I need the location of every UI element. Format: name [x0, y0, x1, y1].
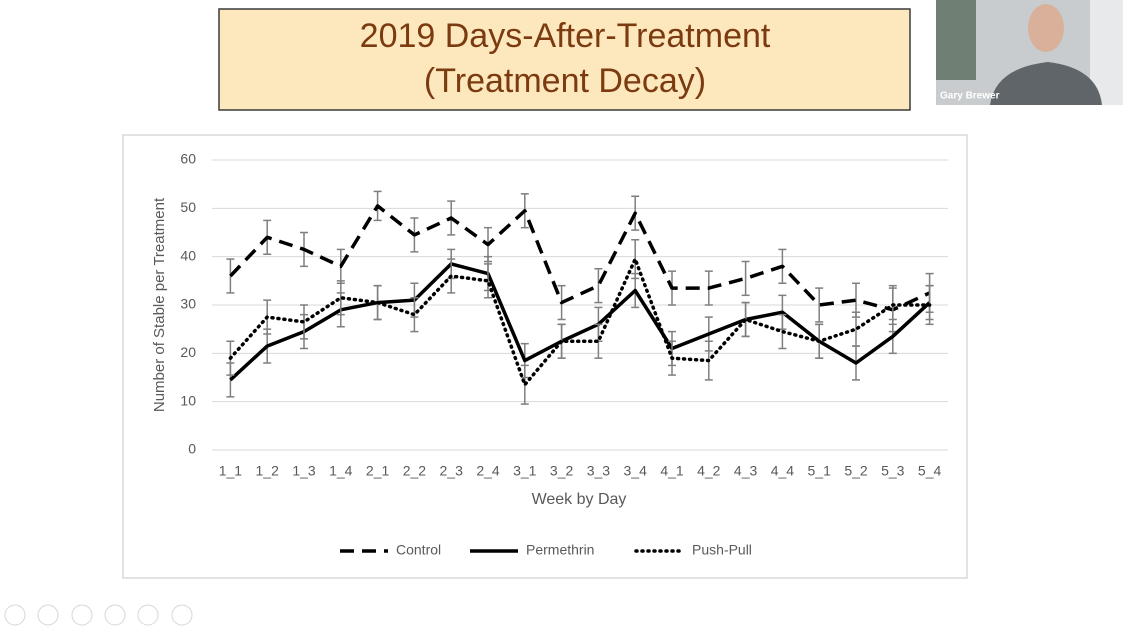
x-tick-label: 1_4 — [329, 463, 353, 479]
x-tick-label: 5_4 — [918, 463, 942, 479]
error-bar — [815, 287, 824, 323]
y-tick-label: 40 — [180, 247, 196, 263]
x-tick-label: 4_1 — [660, 463, 684, 479]
toolbar-button[interactable] — [37, 604, 59, 626]
x-tick-label: 5_1 — [808, 463, 832, 479]
x-tick-label: 1_3 — [292, 463, 316, 479]
x-tick-label: 5_3 — [881, 463, 905, 479]
x-tick-label: 4_4 — [771, 463, 795, 479]
webcam-person — [990, 62, 1102, 105]
legend-label: Permethrin — [526, 542, 594, 558]
error-bar — [852, 311, 860, 347]
series-line — [229, 262, 931, 382]
x-tick-label: 4_3 — [734, 463, 758, 479]
toolbar-button[interactable] — [71, 604, 93, 626]
x-tick-label: 1_2 — [256, 463, 280, 479]
x-tick-label: 3_4 — [624, 463, 648, 479]
y-tick-label: 60 — [180, 151, 196, 167]
series-line — [228, 257, 932, 387]
toolbar-button[interactable] — [137, 604, 159, 626]
x-tick-label: 2_4 — [476, 463, 500, 479]
toolbar — [4, 604, 193, 626]
y-tick-label: 20 — [180, 344, 196, 360]
y-axis-label: Number of Stable per Treatment — [151, 197, 168, 412]
x-tick-label: 1_1 — [219, 463, 243, 479]
x-tick-label: 5_2 — [844, 463, 868, 479]
title-box — [218, 8, 911, 111]
error-bar — [741, 260, 750, 297]
chart-subtitle: (Treatment Decay) — [424, 62, 706, 100]
toolbar-button[interactable] — [4, 604, 26, 626]
toolbar-button[interactable] — [104, 604, 126, 626]
series-line — [229, 204, 931, 312]
webcam-window — [936, 0, 976, 80]
x-tick-label: 3_3 — [587, 463, 611, 479]
x-tick-label: 2_2 — [403, 463, 427, 479]
y-tick-label: 10 — [180, 392, 196, 408]
x-tick-label: 2_1 — [366, 463, 390, 479]
x-tick-label: 3_2 — [550, 463, 574, 479]
legend-label: Control — [396, 542, 441, 558]
y-tick-label: 30 — [180, 296, 196, 312]
y-tick-label: 50 — [180, 199, 196, 215]
x-tick-label: 4_2 — [697, 463, 721, 479]
x-axis-label: Week by Day — [532, 491, 627, 508]
chart-title: 2019 Days-After-Treatment — [360, 17, 771, 55]
x-tick-label: 2_3 — [440, 463, 464, 479]
x-tick-label: 3_1 — [513, 463, 537, 479]
y-tick-label: 0 — [188, 441, 196, 457]
error-bar — [594, 268, 603, 304]
chart-area — [122, 134, 968, 579]
legend-label: Push-Pull — [692, 542, 752, 558]
toolbar-button[interactable] — [171, 604, 193, 626]
webcam-face — [1028, 4, 1064, 52]
presenter-name: Gary Brewer — [940, 91, 1000, 102]
webcam: Gary Brewer — [936, 0, 1123, 105]
